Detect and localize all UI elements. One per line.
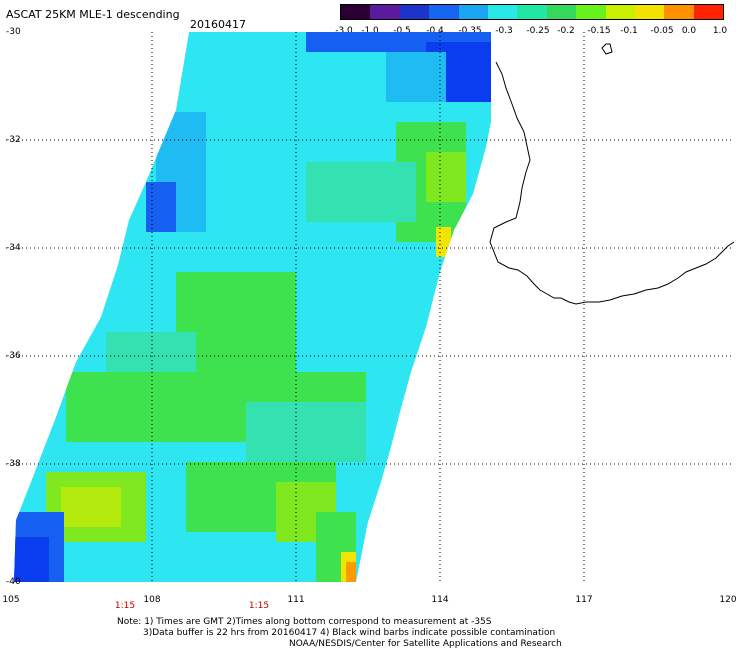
color-scale-label: -0.2 [557,26,575,36]
lat-lon-grid [6,32,734,582]
color-scale-label: -1.0 [361,26,379,36]
wind-data-swath [14,32,491,582]
coast-inlet [601,43,613,55]
color-scale-segment [458,5,488,19]
coastline [489,61,734,305]
color-scale-label: -3.0 [335,26,353,36]
color-scale-segment [399,5,430,19]
color-scale-label: -0.25 [526,26,550,36]
time-label: 1:15 [248,601,270,611]
color-scale-label: 1.0 [712,26,728,36]
map-title: ASCAT 25KM MLE-1 descending [6,8,180,21]
color-scale-label: -0.3 [495,26,513,36]
latitude-label: -30 [6,27,21,37]
time-label: 1:15 [114,601,136,611]
color-scale-label: -0.15 [587,26,611,36]
color-scale-segment [341,5,371,19]
latitude-label: -32 [6,135,21,145]
longitude-label: 105 [2,595,20,605]
note-line-3: NOAA/NESDIS/Center for Satellite Applica… [289,639,562,649]
color-scale-segment [576,5,606,19]
color-scale-segment [487,5,518,19]
color-scale-label: -0.05 [650,26,674,36]
color-scale-bar [340,4,724,20]
longitude-label: 111 [287,595,305,605]
color-scale-segment [605,5,635,19]
color-scale-segment [546,5,577,19]
color-scale-segment [517,5,547,19]
color-scale-segment [693,5,724,19]
longitude-label: 117 [575,595,593,605]
color-scale-label: -0.4 [426,26,444,36]
map-date: 20160417 [190,18,246,31]
note-line-2: 3)Data buffer is 22 hrs from 20160417 4)… [143,628,556,638]
color-scale-segment [634,5,665,19]
longitude-label: 114 [431,595,449,605]
longitude-label: 108 [143,595,161,605]
color-scale-segment [429,5,459,19]
longitude-label: 120 [719,595,737,605]
color-scale-label: -0.1 [620,26,638,36]
latitude-label: -38 [6,459,21,469]
latitude-label: -36 [6,351,21,361]
latitude-label: -40 [6,577,21,587]
color-scale-label: -0.35 [458,26,482,36]
color-scale-segment [664,5,694,19]
swath-map [6,32,734,582]
latitude-label: -34 [6,243,21,253]
note-line-1: Note: 1) Times are GMT 2)Times along bot… [117,617,492,627]
color-scale-segment [370,5,400,19]
color-scale-label: 0.0 [681,26,697,36]
color-scale-label: -0.5 [393,26,411,36]
